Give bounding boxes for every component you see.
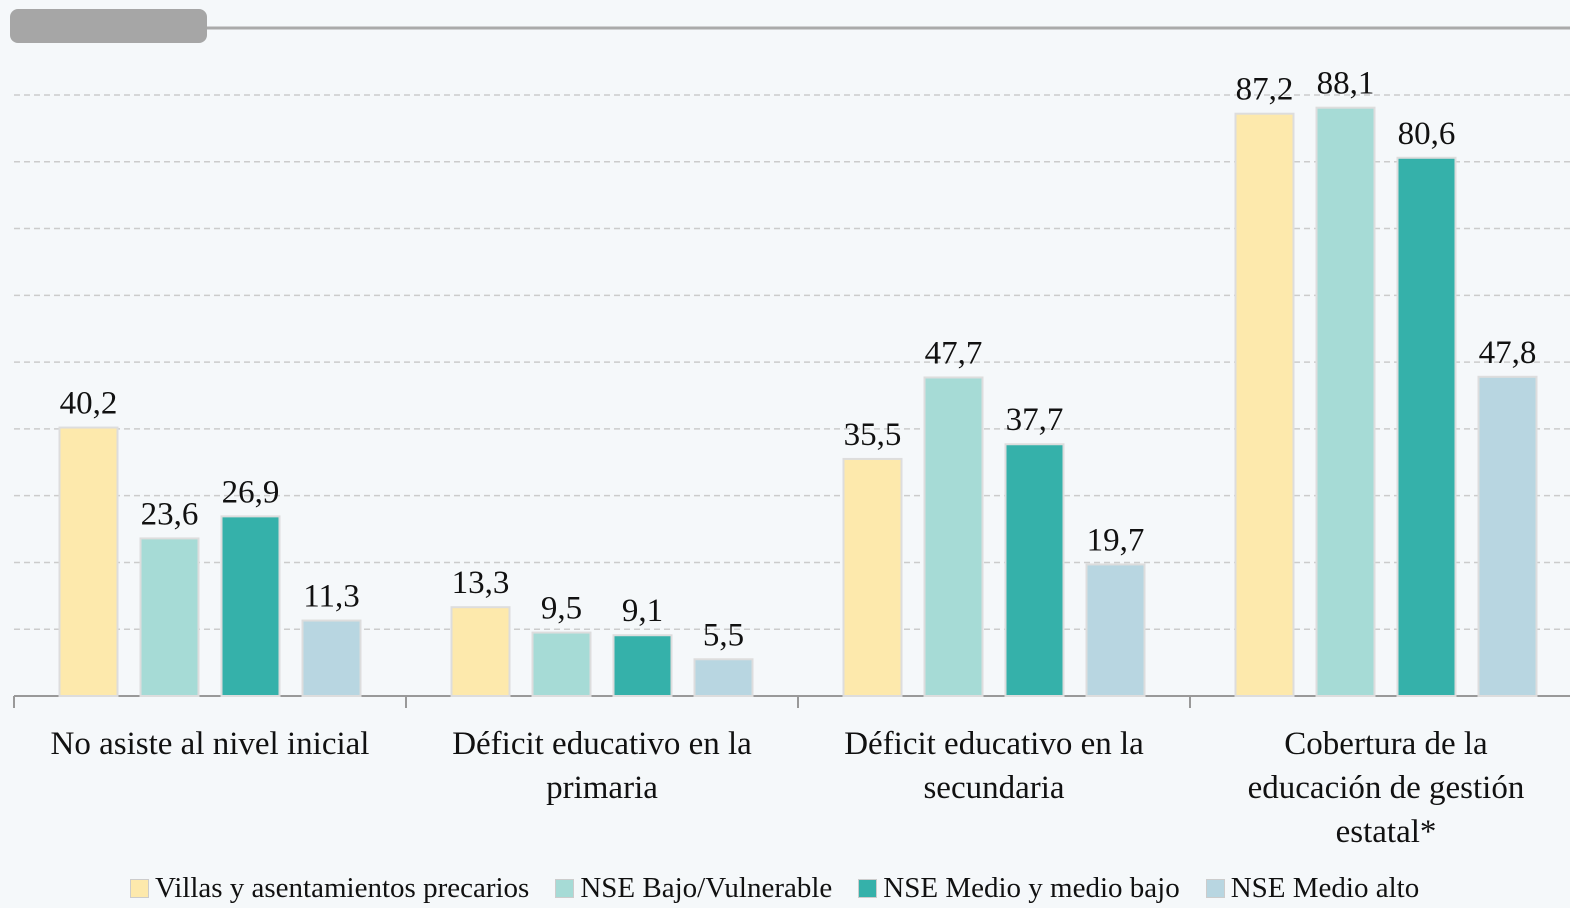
bar <box>693 658 754 697</box>
data-label: 88,1 <box>1317 66 1375 102</box>
data-label: 80,6 <box>1398 116 1456 152</box>
legend-item: NSE Bajo/Vulnerable <box>555 872 832 905</box>
bar <box>1315 106 1376 697</box>
legend-swatch <box>858 879 878 898</box>
x-tick-label: Déficit educativo en la secundaria <box>844 726 1144 806</box>
data-label: 9,5 <box>541 591 582 627</box>
legend-swatch <box>130 879 149 898</box>
bar <box>58 426 119 697</box>
data-label: 47,7 <box>925 335 983 371</box>
data-label: 47,8 <box>1479 335 1537 371</box>
data-label: 37,7 <box>1006 402 1064 438</box>
data-label: 23,6 <box>141 496 199 532</box>
bar <box>612 634 673 698</box>
data-label: 5,5 <box>703 617 744 653</box>
legend-item: Villas y asentamientos precarios <box>130 872 529 905</box>
data-label: 9,1 <box>622 593 663 629</box>
legend-label: NSE Medio y medio bajo <box>883 872 1180 904</box>
bar <box>1396 156 1457 697</box>
data-label: 35,5 <box>844 417 902 453</box>
legend-item: NSE Medio y medio bajo <box>858 872 1180 905</box>
data-label: 26,9 <box>222 474 280 510</box>
bar <box>450 606 511 697</box>
bar <box>531 631 592 697</box>
x-tick-label: No asiste al nivel inicial <box>50 726 370 762</box>
legend-label: NSE Medio alto <box>1230 872 1420 904</box>
header-tab <box>10 9 207 43</box>
data-label: 11,3 <box>303 579 360 615</box>
legend-label: NSE Bajo/Vulnerable <box>580 872 833 904</box>
bar <box>923 376 984 697</box>
legend-swatch <box>555 879 575 898</box>
bar <box>842 457 903 698</box>
bar <box>1477 375 1538 697</box>
bar <box>220 515 281 698</box>
legend: Villas y asentamientos precarios NSE Bajo… <box>130 872 1419 905</box>
data-label: 40,2 <box>60 386 118 422</box>
legend-label: Villas y asentamientos precarios <box>155 872 530 904</box>
bar <box>1234 112 1295 698</box>
data-label: 87,2 <box>1236 72 1294 108</box>
data-label: 13,3 <box>452 565 510 601</box>
bar <box>1085 563 1146 697</box>
bar <box>1004 443 1065 697</box>
x-tick-label: Cobertura de la educación de gestión est… <box>1247 726 1525 850</box>
data-label: 19,7 <box>1087 522 1145 558</box>
bar <box>139 537 200 697</box>
x-tick-label: Déficit educativo en la primaria <box>452 726 752 806</box>
bar <box>301 619 362 698</box>
legend-swatch <box>1205 879 1225 898</box>
legend-item: NSE Medio alto <box>1205 872 1420 905</box>
